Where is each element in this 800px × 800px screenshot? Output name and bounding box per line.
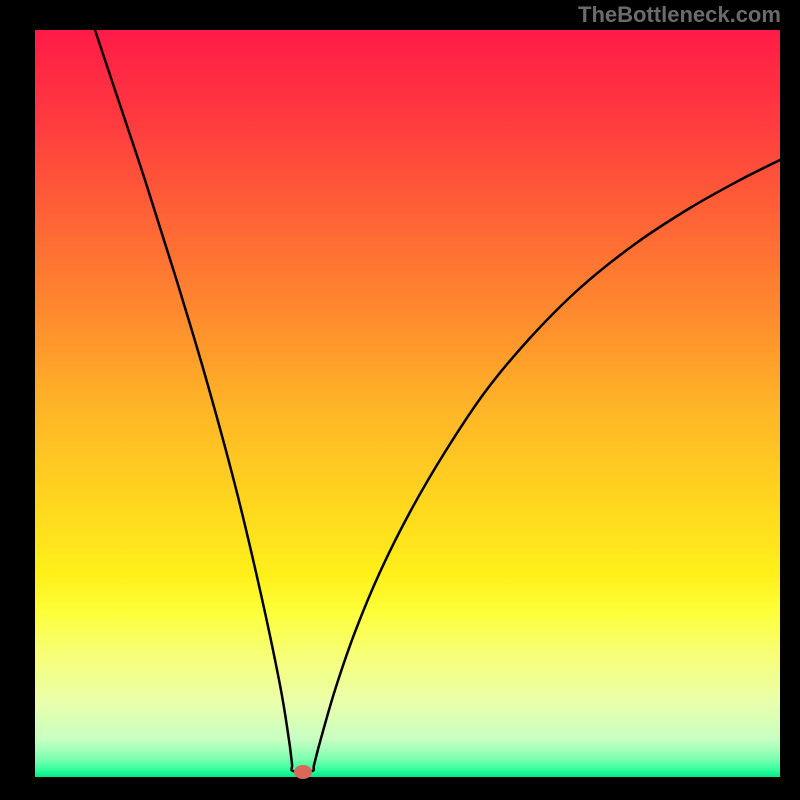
plot-area <box>35 30 780 777</box>
minimum-marker <box>294 765 312 779</box>
watermark-text: TheBottleneck.com <box>578 2 781 28</box>
bottleneck-curve <box>95 30 780 772</box>
curve-layer <box>35 30 780 777</box>
